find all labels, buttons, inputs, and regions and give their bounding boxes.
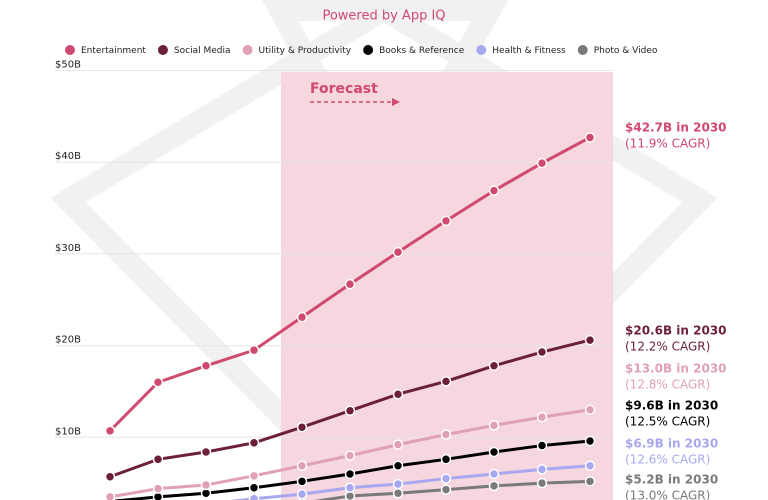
end-label: $9.6B in 2030 (625, 399, 718, 413)
data-point (536, 477, 548, 489)
data-point (488, 420, 500, 431)
data-point (248, 437, 260, 449)
legend-label: Books & Reference (379, 46, 465, 56)
legend-swatch (157, 45, 168, 55)
data-point (248, 344, 260, 356)
data-point (584, 435, 596, 447)
legend-swatch (577, 45, 588, 55)
data-point (440, 473, 452, 484)
data-point (536, 411, 548, 423)
data-point (152, 483, 164, 494)
data-point (200, 479, 212, 491)
forecast-label: Forecast (310, 81, 378, 97)
data-point (392, 246, 404, 258)
data-point (152, 377, 164, 388)
data-point (296, 460, 308, 471)
y-tick-label: $30B (55, 243, 81, 254)
data-point (440, 215, 452, 227)
legend-item: Entertainment (65, 45, 146, 56)
data-point (296, 488, 308, 500)
data-point (248, 493, 260, 500)
data-point (536, 346, 548, 358)
legend-swatch (65, 45, 75, 55)
data-point (392, 439, 404, 450)
data-point (392, 478, 404, 490)
end-label: $42.7B in 2030 (625, 121, 727, 135)
legend-label: Health & Fitness (492, 46, 566, 56)
cagr-label: (13.0% CAGR) (625, 489, 710, 500)
y-tick-label: $40B (55, 151, 81, 162)
data-point (296, 311, 308, 323)
data-point (104, 471, 116, 482)
data-point (584, 404, 596, 416)
data-point (296, 476, 308, 487)
data-point (584, 132, 596, 143)
data-point (200, 360, 212, 372)
data-point (488, 468, 500, 480)
data-point (344, 468, 356, 480)
legend-label: Photo & Video (594, 46, 658, 56)
data-point (488, 185, 500, 196)
data-point (344, 405, 356, 416)
data-point (392, 460, 404, 471)
legend-label: Social Media (174, 46, 231, 56)
data-point (536, 440, 548, 451)
legend-swatch (363, 45, 374, 55)
subtitle: Powered by App IQ (322, 9, 445, 24)
cagr-label: (11.9% CAGR) (625, 137, 710, 151)
data-point (248, 470, 260, 482)
legend-swatch (242, 45, 253, 55)
forecast-arrowhead (392, 98, 400, 106)
y-tick-label: $10B (55, 426, 81, 437)
legend-swatch (476, 45, 487, 55)
cagr-label: (12.5% CAGR) (625, 415, 710, 429)
legend-label: Entertainment (81, 46, 146, 56)
legend-item: Photo & Video (577, 45, 658, 56)
data-point (536, 157, 548, 169)
data-point (488, 480, 500, 492)
data-point (200, 446, 212, 458)
end-label: $5.2B in 2030 (625, 473, 718, 487)
data-point (296, 421, 308, 433)
data-point (440, 454, 452, 465)
legend-item: Health & Fitness (476, 45, 566, 56)
cagr-label: (12.8% CAGR) (625, 378, 710, 392)
end-label: $6.9B in 2030 (625, 437, 718, 451)
data-point (488, 360, 500, 372)
data-point (248, 482, 260, 493)
cagr-label: (12.6% CAGR) (625, 453, 710, 467)
data-point (440, 429, 452, 440)
data-point (344, 278, 356, 290)
end-label: $13.0B in 2030 (625, 362, 727, 376)
data-point (536, 464, 548, 475)
data-point (152, 454, 164, 465)
data-point (440, 376, 452, 387)
data-point (392, 487, 404, 499)
legend-item: Utility & Productivity (242, 45, 352, 56)
data-point (104, 491, 116, 500)
data-point (344, 450, 356, 461)
data-point (392, 388, 404, 400)
cagr-label: (12.2% CAGR) (625, 340, 710, 354)
data-point (440, 484, 452, 495)
legend-label: Utility & Productivity (259, 46, 352, 56)
y-tick-label: $20B (55, 335, 81, 346)
data-point (584, 460, 596, 471)
forecast-region (281, 72, 613, 500)
data-point (584, 334, 596, 346)
data-point (488, 446, 500, 458)
data-point (344, 482, 356, 493)
legend-item: Social Media (157, 45, 231, 56)
data-point (584, 476, 596, 487)
legend-item: Books & Reference (363, 45, 465, 56)
end-label: $20.6B in 2030 (625, 324, 727, 338)
data-point (104, 425, 116, 437)
y-tick-label: $50B (55, 60, 81, 71)
